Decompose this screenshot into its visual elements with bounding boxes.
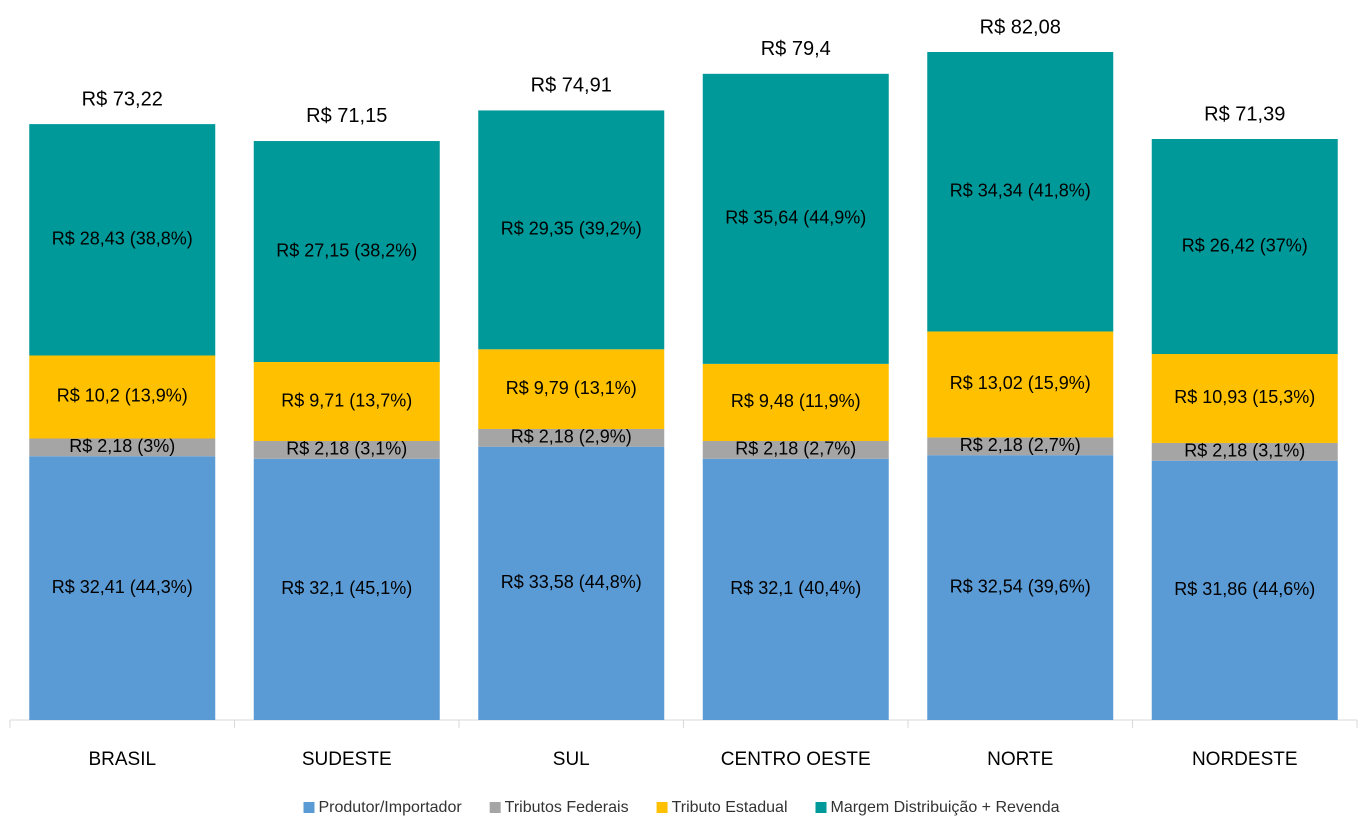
data-label: R$ 10,93 (15,3%) (1174, 387, 1315, 407)
bar-segment (927, 331, 1114, 438)
legend-swatch (656, 802, 668, 813)
data-label: R$ 2,18 (2,9%) (511, 427, 632, 447)
data-label: R$ 2,18 (2,7%) (735, 439, 856, 459)
data-label: R$ 31,86 (44,6%) (1174, 579, 1315, 599)
total-label: R$ 82,08 (980, 16, 1061, 38)
x-tick-label: NORDESTE (1192, 749, 1298, 770)
data-label: R$ 35,64 (44,9%) (725, 208, 866, 228)
bar-segment (702, 73, 889, 364)
total-label: R$ 74,91 (531, 75, 612, 97)
x-tick-label: BRASIL (88, 749, 156, 770)
legend-label: Tributo Estadual (672, 799, 788, 816)
bar-segment (1151, 442, 1338, 461)
x-tick-label: CENTRO OESTE (721, 749, 871, 770)
bar-segment (253, 361, 440, 442)
bar-segment (478, 349, 665, 429)
total-label: R$ 73,22 (82, 88, 163, 110)
bar-segment (478, 446, 665, 720)
total-label: R$ 79,4 (761, 38, 831, 60)
data-label: R$ 26,42 (37%) (1182, 235, 1308, 255)
data-label: R$ 32,54 (39,6%) (950, 576, 1091, 596)
x-tick-label: SUDESTE (302, 749, 392, 770)
data-label: R$ 34,34 (41,8%) (950, 180, 1091, 200)
bar-segment (29, 438, 216, 457)
data-label: R$ 28,43 (38,8%) (52, 229, 193, 249)
bar-segment (927, 437, 1114, 456)
data-label: R$ 9,79 (13,1%) (506, 378, 637, 398)
data-label: R$ 32,41 (44,3%) (52, 577, 193, 597)
data-label: R$ 10,2 (13,9%) (57, 386, 188, 406)
legend-label: Tributos Federais (505, 799, 629, 816)
bar-segment (1151, 354, 1338, 443)
data-label: R$ 27,15 (38,2%) (276, 240, 417, 260)
data-label: R$ 2,18 (3,1%) (286, 439, 407, 459)
data-label: R$ 9,48 (11,9%) (731, 391, 861, 411)
legend-swatch (303, 802, 315, 813)
data-label: R$ 2,18 (3%) (69, 436, 175, 456)
x-tick-label: NORTE (987, 749, 1053, 770)
bar-segment (702, 441, 889, 459)
bar-segment (29, 456, 216, 720)
bar-segment (253, 141, 440, 362)
bar-segment (29, 355, 216, 439)
x-tick-label: SUL (553, 749, 590, 770)
legend-swatch (489, 802, 501, 813)
data-label: R$ 33,58 (44,8%) (501, 572, 642, 592)
bar-segment (927, 52, 1114, 332)
data-label: R$ 9,71 (13,7%) (281, 390, 412, 410)
data-label: R$ 32,1 (45,1%) (281, 578, 412, 598)
bar-segment (478, 110, 665, 350)
bar-segment (253, 458, 440, 720)
bar-segment (478, 428, 665, 447)
bar-segment (702, 363, 889, 442)
data-label: R$ 13,02 (15,9%) (950, 373, 1091, 393)
bar-segment (29, 124, 216, 356)
bar-segment (927, 455, 1114, 720)
total-label: R$ 71,39 (1204, 103, 1285, 125)
data-label: R$ 32,1 (40,4%) (730, 578, 861, 598)
bar-segment (1151, 460, 1338, 720)
data-label: R$ 2,18 (3,1%) (1184, 441, 1305, 461)
total-label: R$ 71,15 (306, 105, 387, 127)
legend-label: Margem Distribuição + Revenda (831, 799, 1060, 816)
bar-segment (702, 458, 889, 720)
legend-label: Produtor/Importador (318, 799, 462, 816)
data-label: R$ 2,18 (2,7%) (960, 435, 1081, 455)
bar-segment (253, 441, 440, 459)
data-label: R$ 29,35 (39,2%) (501, 219, 642, 239)
bar-segment (1151, 138, 1338, 355)
legend-swatch (815, 802, 827, 813)
